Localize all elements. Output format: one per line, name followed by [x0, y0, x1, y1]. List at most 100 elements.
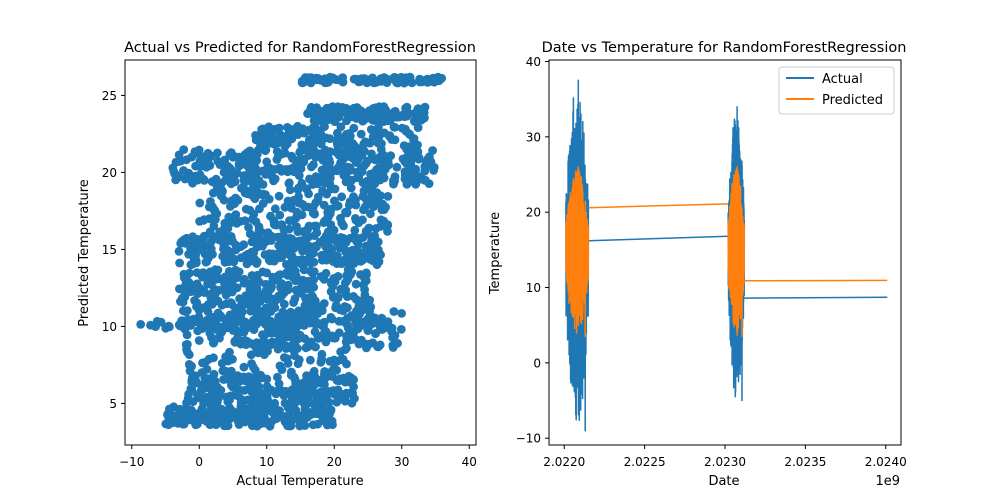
y-tick-label: 40: [526, 55, 541, 69]
scatter-point: [339, 221, 348, 231]
scatter-point: [324, 227, 334, 237]
scatter-point: [388, 333, 397, 343]
scatter-point: [194, 306, 204, 315]
scatter-point: [320, 332, 330, 342]
scatter-point: [333, 128, 342, 138]
scatter-point: [349, 292, 358, 301]
scatter-point: [271, 125, 281, 135]
scatter-point: [282, 354, 292, 363]
scatter-point: [375, 322, 385, 332]
y-tick-label: 30: [526, 130, 541, 144]
scatter-point: [336, 213, 345, 223]
scatter-point: [255, 409, 265, 419]
scatter-point: [279, 299, 289, 309]
scatter-point: [369, 314, 379, 324]
scatter-point: [192, 268, 202, 278]
scatter-point: [327, 366, 337, 375]
scatter-point: [377, 165, 387, 175]
scatter-point: [344, 371, 354, 381]
scatter-point: [293, 227, 303, 237]
scatter-point: [191, 239, 200, 249]
scatter-point: [285, 216, 294, 226]
scatter-point: [320, 216, 329, 226]
scatter-point: [262, 310, 272, 320]
scatter-point: [431, 74, 441, 84]
scatter-point: [212, 267, 222, 276]
scatter-point: [298, 277, 308, 286]
scatter-point: [328, 257, 338, 266]
scatter-point: [309, 257, 319, 267]
scatter-point: [293, 185, 303, 195]
scatter-point: [278, 280, 288, 290]
scatter-point: [330, 184, 340, 194]
legend-label-actual: Actual: [822, 72, 863, 87]
scatter-point: [260, 127, 270, 137]
scatter-point: [334, 150, 344, 160]
scatter-point: [250, 194, 260, 204]
scatter-point: [331, 301, 341, 310]
scatter-point: [287, 367, 296, 377]
scatter-point: [277, 133, 287, 142]
scatter-point: [262, 165, 271, 175]
scatter-point: [305, 73, 315, 83]
scatter-point: [364, 199, 374, 209]
x-tick-label: −10: [119, 455, 144, 469]
scatter-point: [310, 209, 319, 219]
scatter-point: [273, 372, 282, 382]
scatter-point: [263, 228, 273, 238]
scatter-point: [303, 389, 313, 398]
scatter-point: [402, 102, 412, 112]
scatter-point: [228, 354, 237, 364]
scatter-point: [287, 237, 297, 247]
scatter-point: [375, 340, 385, 350]
scatter-point: [185, 360, 195, 370]
scatter-point: [282, 268, 292, 277]
scatter-point: [313, 192, 323, 202]
scatter-point: [311, 320, 321, 329]
scatter-point: [360, 273, 369, 283]
scatter-point: [276, 234, 285, 244]
scatter-point: [351, 74, 361, 84]
scatter-point: [334, 328, 344, 338]
scatter-point: [174, 172, 184, 182]
scatter-point: [294, 355, 304, 365]
scatter-point: [325, 173, 335, 183]
scatter-point: [230, 336, 240, 346]
scatter-point: [390, 107, 400, 116]
scatter-point: [243, 323, 253, 333]
scatter-point: [335, 163, 345, 173]
scatter-point: [225, 218, 235, 228]
scatter-point: [286, 327, 296, 337]
scatter-point: [324, 163, 334, 172]
scatter-point: [254, 388, 263, 398]
scatter-point: [304, 374, 314, 384]
scatter-point: [292, 412, 302, 422]
scatter-point: [351, 252, 361, 262]
scatter-point: [195, 161, 204, 171]
scatter-point: [408, 150, 418, 160]
scatter-point: [241, 204, 251, 214]
scatter-point: [299, 156, 309, 166]
scatter-axes-frame: [124, 59, 477, 446]
scatter-point: [347, 153, 357, 163]
scatter-point: [275, 210, 285, 220]
scatter-point: [270, 220, 279, 230]
scatter-point: [301, 257, 311, 267]
scatter-point: [235, 410, 244, 420]
scatter-point: [177, 316, 187, 326]
scatter-point: [246, 350, 256, 360]
scatter-point: [322, 420, 332, 430]
scatter-point: [268, 275, 278, 285]
scatter-point: [389, 176, 398, 186]
scatter-point: [321, 242, 330, 251]
scatter-point: [241, 415, 251, 424]
scatter-point: [209, 312, 218, 322]
x-tick-label: 2.0230: [704, 455, 746, 469]
scatter-point: [298, 246, 307, 256]
scatter-point: [300, 404, 310, 414]
scatter-point: [295, 330, 305, 340]
x-tick-label: 2.0235: [784, 455, 826, 469]
scatter-point: [329, 274, 339, 283]
scatter-point: [276, 220, 286, 230]
scatter-point: [376, 74, 386, 84]
